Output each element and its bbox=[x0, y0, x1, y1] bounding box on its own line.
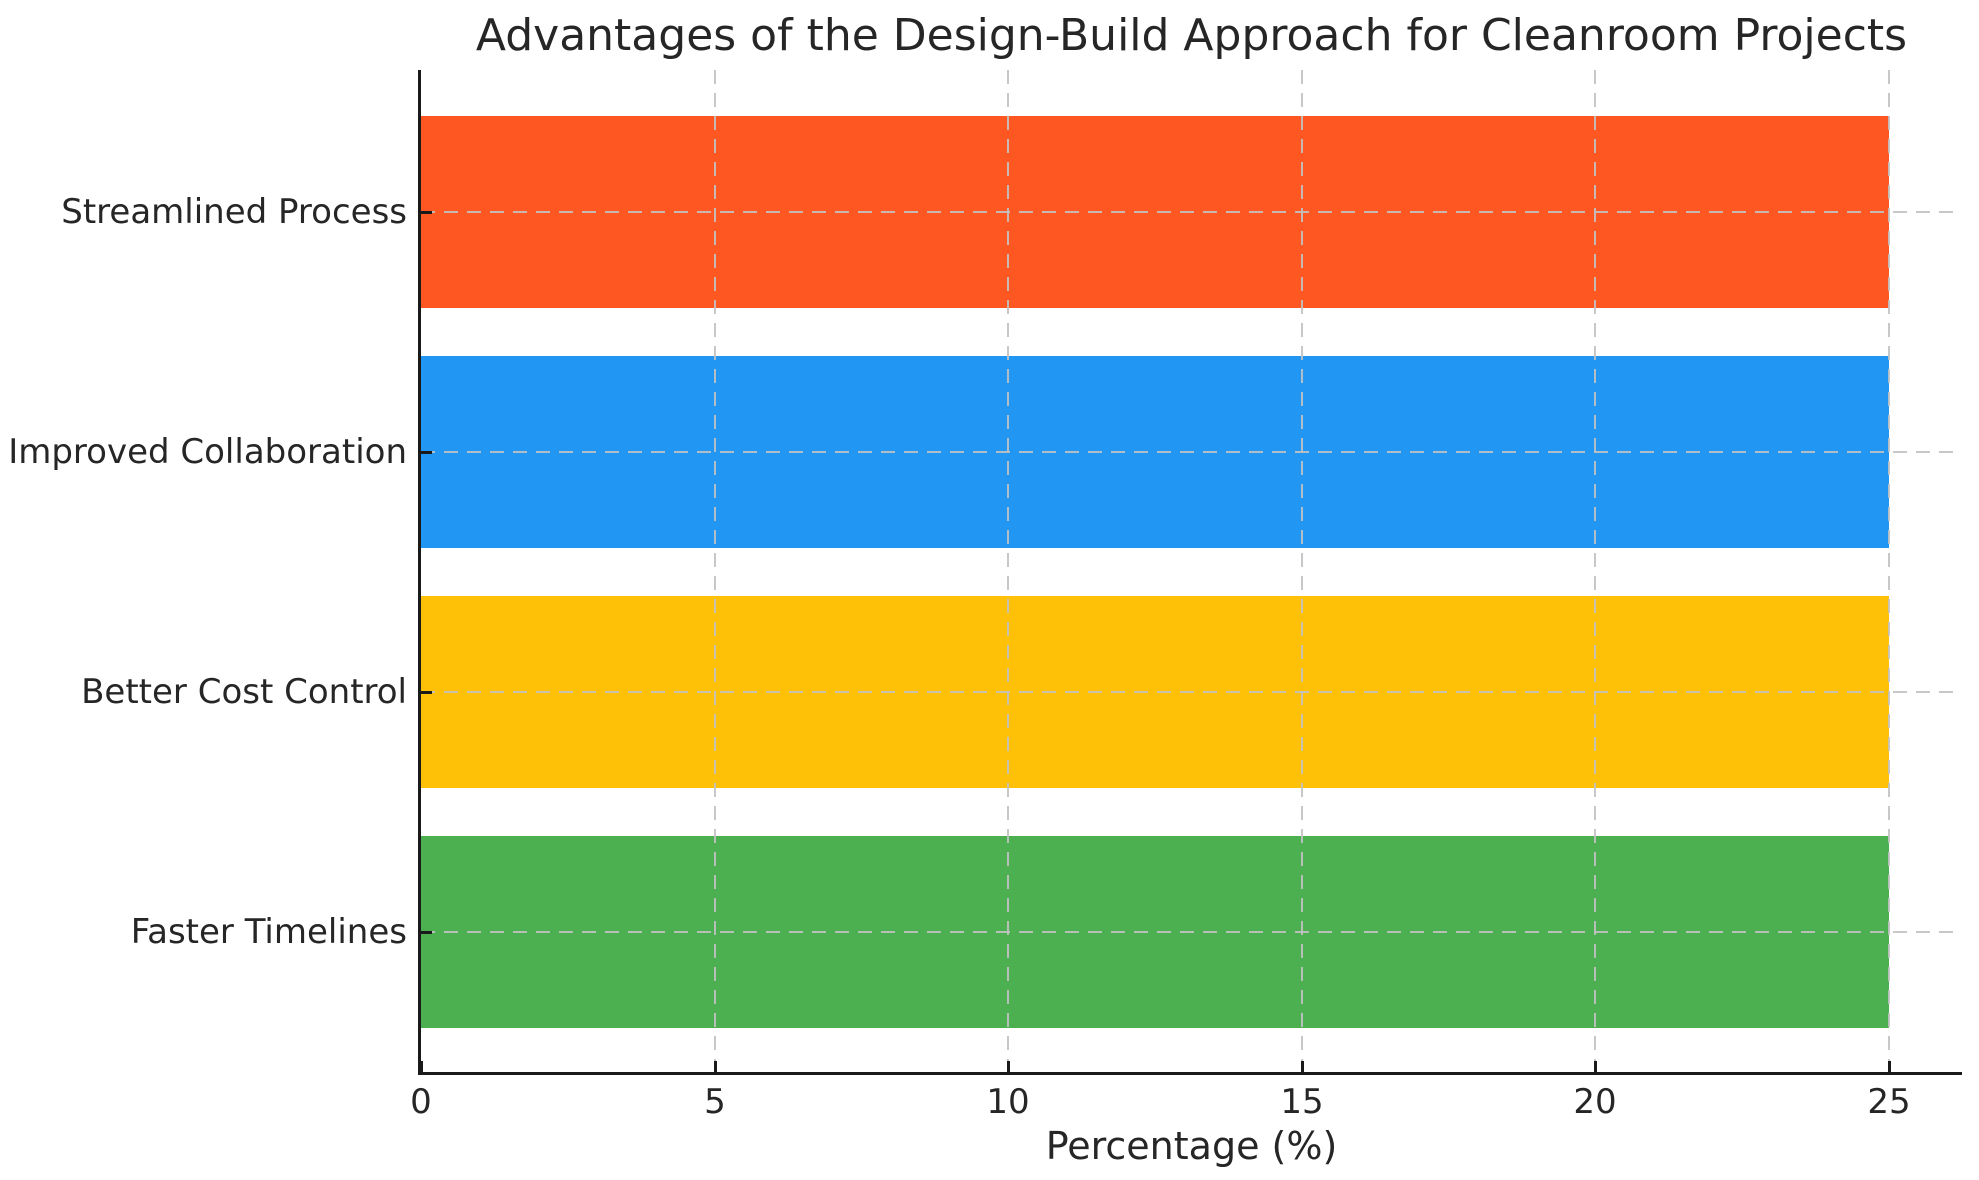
y-gridline-3 bbox=[421, 931, 1962, 933]
x-tick-label-20: 20 bbox=[1573, 1082, 1617, 1122]
chart-title: Advantages of the Design-Build Approach … bbox=[475, 10, 1908, 61]
category-label-better-cost-control: Better Cost Control bbox=[81, 672, 407, 712]
y-axis-spine bbox=[418, 70, 421, 1075]
category-label-faster-timelines: Faster Timelines bbox=[130, 912, 407, 952]
x-tick-0 bbox=[420, 1061, 423, 1072]
x-gridline-15 bbox=[1301, 70, 1303, 1072]
plot-area bbox=[420, 70, 1962, 1072]
x-gridline-25 bbox=[1888, 70, 1890, 1072]
category-label-streamlined-process: Streamlined Process bbox=[61, 192, 407, 232]
x-gridline-5 bbox=[714, 70, 716, 1072]
x-axis-label: Percentage (%) bbox=[1045, 1124, 1338, 1168]
y-gridline-0 bbox=[421, 211, 1962, 213]
x-tick-label-0: 0 bbox=[410, 1082, 432, 1122]
x-gridline-10 bbox=[1007, 70, 1009, 1072]
x-tick-20 bbox=[1594, 1061, 1597, 1072]
y-gridline-1 bbox=[421, 451, 1962, 453]
category-label-improved-collaboration: Improved Collaboration bbox=[8, 432, 407, 472]
x-tick-label-25: 25 bbox=[1867, 1082, 1911, 1122]
y-tick-3 bbox=[421, 931, 432, 934]
y-gridline-2 bbox=[421, 691, 1962, 693]
y-tick-0 bbox=[421, 211, 432, 214]
y-tick-1 bbox=[421, 451, 432, 454]
x-tick-25 bbox=[1888, 1061, 1891, 1072]
x-tick-label-10: 10 bbox=[986, 1082, 1030, 1122]
x-tick-label-15: 15 bbox=[1280, 1082, 1324, 1122]
x-tick-15 bbox=[1301, 1061, 1304, 1072]
x-tick-label-5: 5 bbox=[704, 1082, 726, 1122]
x-tick-5 bbox=[714, 1061, 717, 1072]
x-axis-spine bbox=[418, 1072, 1962, 1075]
x-tick-10 bbox=[1007, 1061, 1010, 1072]
y-tick-2 bbox=[421, 691, 432, 694]
x-gridline-20 bbox=[1594, 70, 1596, 1072]
